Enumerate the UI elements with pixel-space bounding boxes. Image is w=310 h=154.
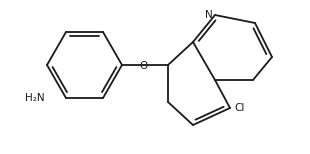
Text: N: N	[205, 10, 213, 20]
Text: O: O	[140, 61, 148, 71]
Text: Cl: Cl	[234, 103, 244, 113]
Text: H₂N: H₂N	[25, 93, 45, 103]
